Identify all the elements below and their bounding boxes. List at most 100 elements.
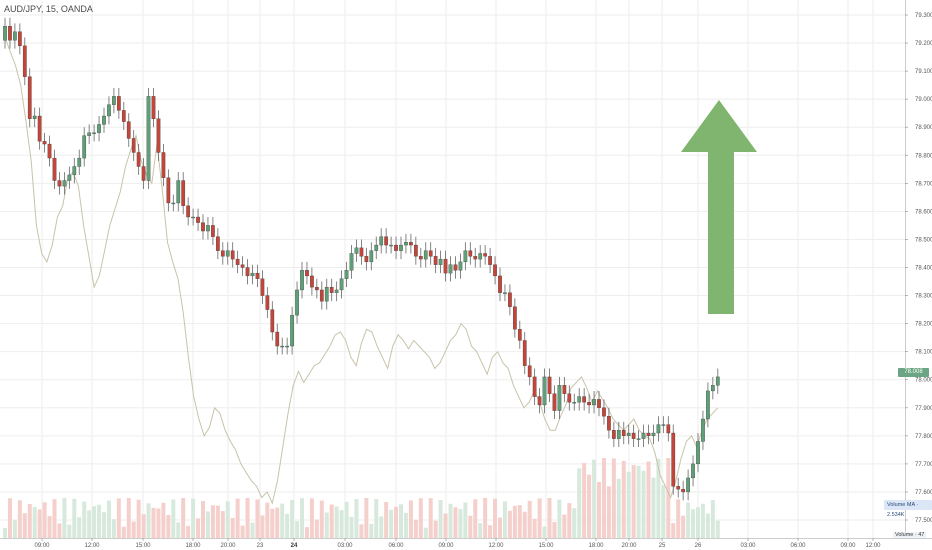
up-arrow-icon (681, 100, 757, 314)
volume-bar (691, 509, 696, 538)
volume-bar (423, 527, 428, 538)
candle-down (597, 399, 601, 408)
candle-down (418, 256, 423, 260)
candle-down (141, 166, 146, 181)
candle-up (696, 441, 700, 465)
candle-down (394, 244, 398, 251)
volume-bar (265, 502, 270, 538)
volume-bar (686, 502, 691, 538)
volume-bar (399, 504, 403, 538)
time-tick-label: 18:00 (185, 543, 201, 549)
candle-up (369, 250, 374, 263)
volume-bar (12, 520, 17, 538)
candle-down (27, 76, 32, 119)
candle-down (607, 416, 611, 431)
volume-bar (349, 516, 354, 538)
price-tick-label: 78.700 (915, 181, 932, 187)
candle-up (438, 258, 443, 265)
volume-bar (562, 514, 567, 538)
candle-up (503, 292, 507, 294)
volume-bar (97, 504, 102, 538)
volume-bar (636, 465, 641, 538)
volume-bar (453, 507, 458, 538)
candle-up (62, 180, 67, 187)
candle-up (577, 396, 582, 403)
candle-up (389, 244, 393, 247)
candle-up (354, 247, 359, 254)
candle-down (413, 244, 418, 257)
candle-up (715, 376, 720, 386)
volume-bar (369, 523, 374, 538)
time-tick-label: 23 (257, 543, 264, 549)
volume-bar (577, 468, 582, 538)
volume-bar (408, 500, 413, 538)
candle-up (295, 289, 299, 316)
volume-bar (156, 508, 161, 538)
volume-bar (448, 503, 453, 538)
candle-down (527, 365, 532, 378)
candle-down (121, 110, 126, 122)
candle-up (349, 253, 354, 271)
volume-bar (384, 502, 389, 538)
volume-bar (498, 517, 502, 538)
volume-bar (47, 516, 52, 538)
candle-down (433, 256, 438, 265)
volume-bar (280, 503, 285, 538)
price-tick-label: 78.200 (915, 322, 932, 328)
candle-up (656, 424, 661, 434)
candle-down (483, 253, 488, 257)
candle-up (191, 216, 195, 219)
price-tick-label: 79.100 (915, 69, 932, 75)
volume-bar (413, 519, 418, 538)
candle-up (13, 31, 17, 41)
candle-up (686, 477, 690, 493)
volume-bar (290, 499, 295, 538)
time-tick-label: 20:00 (621, 543, 637, 549)
volume-bar (106, 500, 111, 538)
time-tick-label: 25 (659, 543, 666, 549)
candle-up (339, 278, 344, 291)
candle-up (478, 253, 483, 260)
candle-down (646, 432, 651, 436)
candle-up (448, 264, 453, 274)
candle-down (364, 256, 369, 263)
volume-bar (3, 528, 7, 538)
candle-up (374, 244, 379, 251)
time-tick-label: 15:00 (538, 543, 554, 549)
volume-bar (87, 510, 92, 538)
candle-down (240, 264, 245, 268)
volume-bar (196, 518, 201, 538)
time-tick-label: 06:00 (790, 543, 806, 549)
volume-bar (309, 498, 314, 538)
candle-down (42, 141, 47, 145)
candle-down (196, 216, 200, 223)
time-tick-label: 15:00 (135, 543, 151, 549)
candle-down (230, 250, 235, 260)
volume-bar (205, 511, 210, 538)
volume-bar (77, 517, 82, 538)
price-tick-label: 79.000 (915, 97, 932, 103)
candle-down (136, 152, 141, 167)
candle-up (542, 376, 547, 406)
time-tick-label: 24 (291, 543, 298, 549)
price-tick-label: 77.700 (915, 462, 932, 468)
candle-up (557, 385, 562, 411)
volume-bar (696, 507, 700, 538)
candle-down (166, 177, 171, 204)
time-tick-label: 09:00 (840, 543, 856, 549)
time-tick-label: 06:00 (388, 543, 404, 549)
candle-down (305, 270, 309, 277)
volume-bar (676, 499, 681, 538)
candle-up (423, 250, 428, 260)
volume-bar (295, 521, 300, 538)
chart-title: AUD/JPY, 15, OANDA (4, 4, 93, 14)
volume-bar (468, 515, 473, 538)
time-axis[interactable]: 09:00 12:00 15:00 18:00 20:00 23 24 03:00 06:00 0… (0, 538, 932, 549)
candle-down (508, 292, 512, 307)
time-tick-label: 26 (695, 543, 702, 549)
candle-down (582, 396, 587, 403)
price-axis[interactable]: 77.500 77.600 77.700 77.800 77.900 78.000 78.1… (905, 0, 932, 538)
candle-up (706, 390, 710, 420)
volume-bar (527, 500, 532, 538)
